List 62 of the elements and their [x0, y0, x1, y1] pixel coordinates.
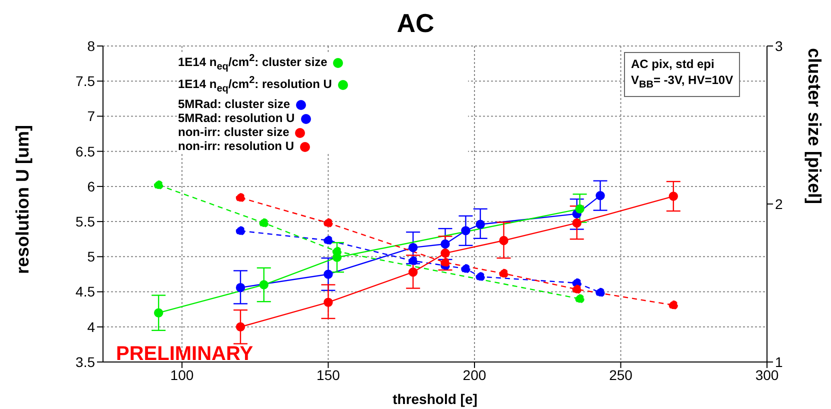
y2-axis-title: cluster size [pixel]: [804, 48, 825, 204]
point: [259, 218, 268, 228]
point: [259, 280, 268, 290]
chart-title: AC: [396, 8, 436, 39]
point: [154, 308, 164, 318]
point: [668, 300, 678, 310]
point: [324, 298, 333, 307]
point: [668, 192, 678, 201]
x-tick-label: 250: [609, 366, 633, 383]
y-tick-label: 5: [87, 248, 96, 265]
legend-label: 1E14 n$_{eq}$/cm$^{2}$: cluster size: [178, 53, 328, 72]
point: [499, 268, 508, 278]
point: [408, 268, 418, 277]
point: [236, 193, 246, 202]
x-axis-title: threshold [e]: [392, 391, 478, 407]
y-tick-label: 7: [87, 108, 96, 124]
legend-label: 5MRad: cluster size: [178, 96, 290, 111]
annotation: V$_{BB}$= -3V, HV=10V: [631, 72, 734, 92]
annotation: AC pix, std epi: [631, 56, 716, 72]
legend-label: non-irr: resolution U: [178, 138, 294, 153]
point: [324, 236, 333, 245]
y-tick-label: 7.5: [76, 73, 96, 90]
point: [572, 218, 582, 228]
y-tick-label: 5.5: [76, 214, 96, 230]
y-axis-title: resolution U [um]: [12, 125, 32, 274]
point: [236, 322, 246, 332]
y-tick-label: 6.5: [76, 143, 96, 160]
point: [408, 256, 418, 266]
point: [324, 218, 333, 228]
legend-label: non-irr: cluster size: [178, 124, 290, 139]
point: [596, 190, 605, 200]
point: [440, 258, 450, 268]
legend-label: 1E14 n$_{eq}$/cm$^{2}$: resolution U: [178, 75, 332, 95]
point: [154, 180, 164, 190]
point: [408, 242, 418, 252]
y-tick-label: 3.5: [76, 354, 96, 370]
y-tick-label: 4: [87, 318, 96, 335]
point: [324, 270, 333, 279]
point: [572, 284, 582, 294]
point: [461, 264, 470, 274]
point: [236, 226, 246, 236]
point: [440, 248, 450, 258]
point: [476, 220, 485, 229]
y2-tick-label: 2: [775, 196, 783, 212]
point: [575, 204, 584, 214]
y2-tick-label: 3: [775, 38, 783, 54]
point: [499, 236, 508, 246]
point: [440, 239, 450, 249]
y-tick-label: 8: [87, 38, 96, 54]
point: [596, 288, 605, 298]
point: [461, 226, 470, 236]
legend-label: 5MRad: resolution U: [178, 110, 295, 125]
x-tick-label: 150: [316, 366, 340, 383]
x-tick-label: 200: [462, 366, 486, 383]
point: [476, 272, 485, 282]
point: [332, 252, 342, 262]
annotation: PRELIMINARY: [116, 343, 254, 366]
x-tick-label: 100: [170, 366, 194, 383]
y-tick-label: 6: [87, 178, 96, 194]
point: [236, 282, 246, 292]
y-tick-label: 4.5: [76, 284, 96, 300]
point: [575, 294, 584, 304]
